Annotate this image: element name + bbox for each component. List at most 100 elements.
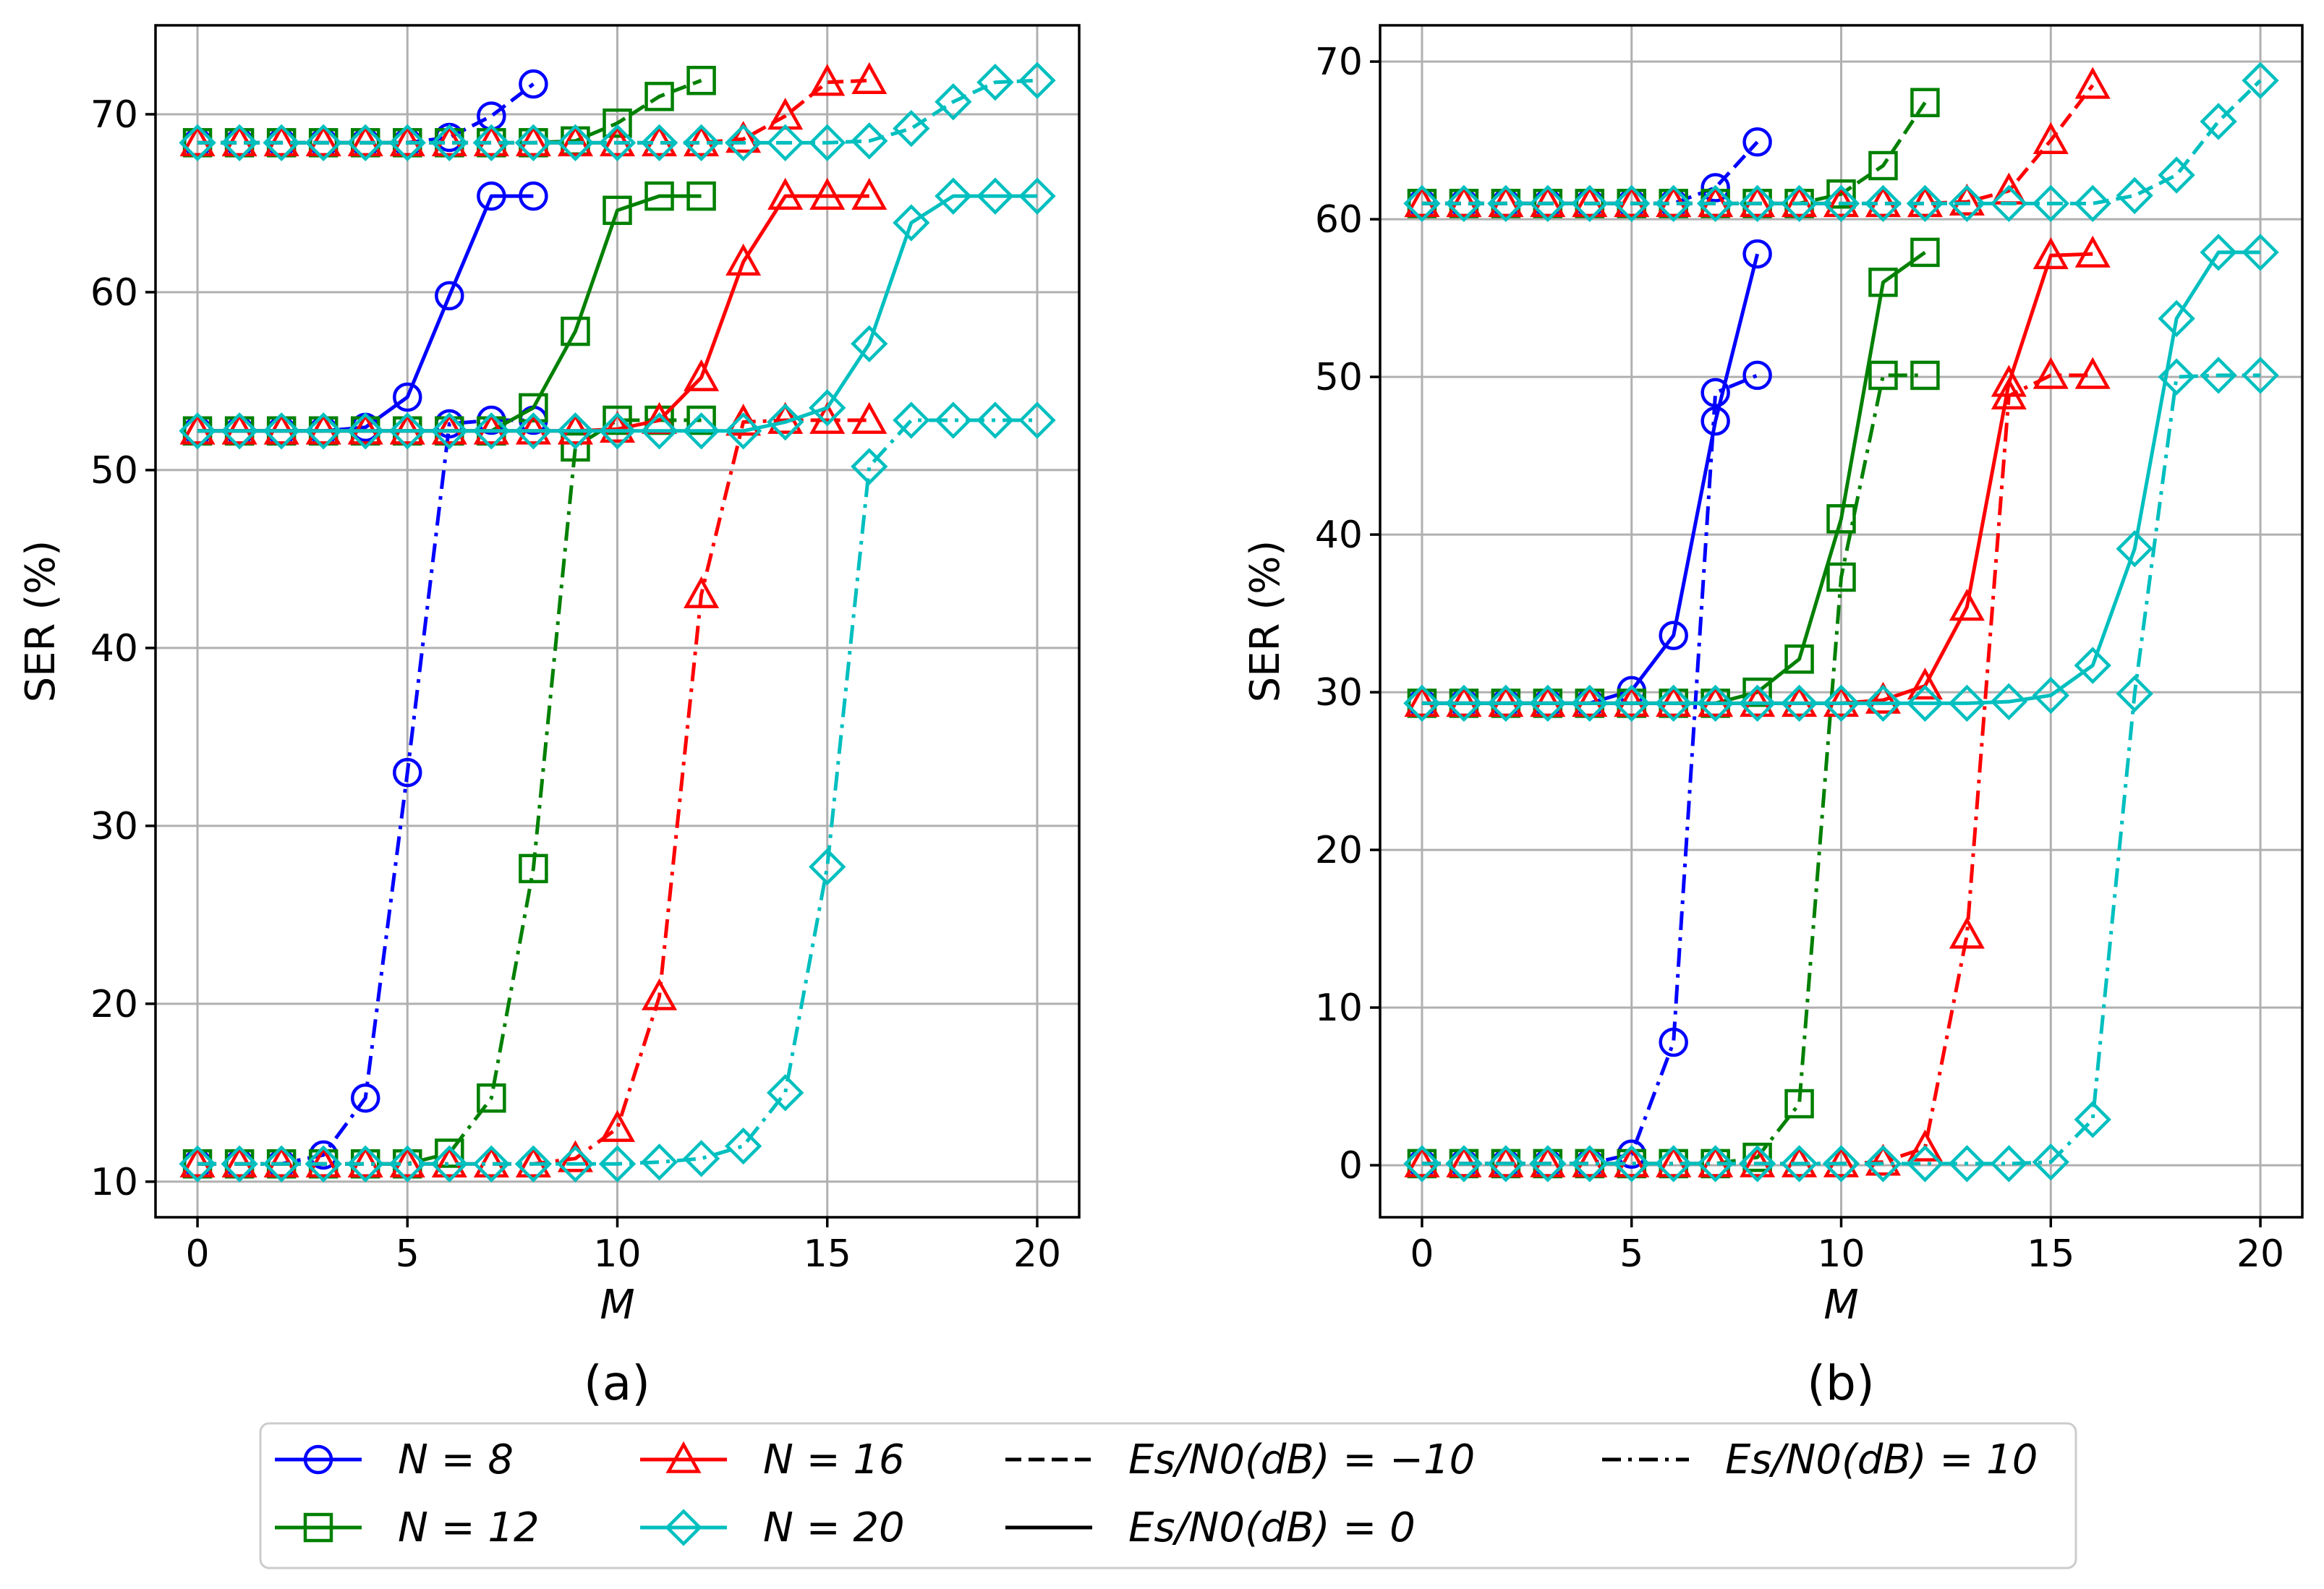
legend-item: N = 12 bbox=[275, 1504, 540, 1551]
series-line bbox=[1407, 88, 1940, 218]
data-point bbox=[2033, 357, 2069, 389]
data-point bbox=[682, 412, 720, 450]
data-point bbox=[1784, 644, 1814, 674]
data-point bbox=[1865, 1143, 1901, 1176]
data-point bbox=[1865, 681, 1901, 714]
y-tick-label: 30 bbox=[90, 805, 138, 848]
series-a bbox=[179, 61, 1056, 1183]
data-point bbox=[1742, 1142, 1772, 1172]
x-tick-label: 20 bbox=[2236, 1232, 2284, 1276]
data-point bbox=[1906, 684, 1944, 723]
data-point bbox=[2074, 235, 2111, 268]
series-line bbox=[1407, 360, 1772, 1179]
data-point bbox=[2074, 647, 2111, 684]
data-point bbox=[599, 411, 636, 443]
data-point bbox=[472, 1145, 511, 1183]
data-point bbox=[519, 393, 548, 423]
y-tick-label: 40 bbox=[90, 627, 138, 670]
data-point bbox=[809, 64, 846, 96]
x-tick-label: 0 bbox=[1410, 1232, 1434, 1276]
data-point bbox=[644, 181, 674, 211]
data-point bbox=[1659, 621, 1688, 650]
y-tick-label: 20 bbox=[1315, 829, 1363, 872]
data-point bbox=[179, 1145, 216, 1183]
data-point bbox=[686, 66, 716, 95]
legend-label: Es/N0(dB) = −10 bbox=[1128, 1436, 1475, 1483]
ticks-a: 0 5 10 15 20 10 20 30 40 50 60 70 bbox=[90, 93, 1061, 1276]
x-tick-label: 15 bbox=[2027, 1232, 2074, 1276]
data-point bbox=[350, 1083, 380, 1113]
data-point bbox=[976, 64, 1014, 101]
x-tick-label: 5 bbox=[396, 1232, 420, 1276]
data-point bbox=[725, 121, 762, 153]
data-point bbox=[472, 124, 511, 162]
x-tick-label: 10 bbox=[1817, 1232, 1865, 1276]
panel-label-a: (a) bbox=[584, 1355, 650, 1411]
data-point bbox=[2033, 237, 2069, 270]
data-point bbox=[2158, 358, 2195, 396]
data-point bbox=[1403, 184, 1441, 223]
data-point bbox=[2116, 176, 2153, 215]
data-point bbox=[1822, 184, 1860, 223]
data-point bbox=[2116, 675, 2153, 712]
data-point bbox=[1948, 684, 1986, 723]
data-point bbox=[1742, 677, 1772, 707]
data-point bbox=[599, 1109, 636, 1142]
data-point bbox=[1742, 127, 1772, 157]
data-point bbox=[435, 281, 464, 311]
y-axis-label-a: SER (%) bbox=[17, 540, 64, 703]
y-tick-label: 10 bbox=[90, 1161, 138, 1204]
data-point bbox=[2158, 299, 2195, 338]
y-tick-label: 50 bbox=[1315, 356, 1363, 399]
data-point bbox=[1948, 184, 1986, 223]
data-point bbox=[1910, 237, 1940, 268]
data-point bbox=[724, 1127, 762, 1165]
legend-label: N = 12 bbox=[398, 1504, 540, 1551]
data-point bbox=[519, 181, 548, 211]
ticks-b: 0 5 10 15 20 0 10 20 30 40 50 60 70 bbox=[1315, 41, 2284, 1276]
data-point bbox=[2074, 184, 2111, 223]
series-path bbox=[1421, 373, 1925, 1166]
x-tick-label: 15 bbox=[804, 1232, 851, 1276]
data-point bbox=[851, 401, 888, 434]
data-point bbox=[179, 412, 216, 450]
legend-marker bbox=[303, 1512, 333, 1543]
data-point bbox=[221, 1145, 258, 1183]
data-point bbox=[556, 412, 595, 450]
data-point bbox=[766, 403, 804, 441]
series-line bbox=[1403, 61, 2279, 223]
data-point bbox=[514, 1145, 553, 1183]
x-tick-label: 10 bbox=[593, 1232, 641, 1276]
series-path bbox=[197, 194, 702, 433]
legend-item: N = 20 bbox=[640, 1504, 905, 1551]
data-point bbox=[519, 853, 548, 884]
y-tick-label: 60 bbox=[90, 271, 138, 315]
series-line bbox=[1403, 357, 2279, 1183]
x-tick-label: 0 bbox=[185, 1232, 209, 1276]
data-point bbox=[1949, 916, 1985, 949]
data-point bbox=[1571, 684, 1609, 723]
data-point bbox=[1826, 504, 1856, 534]
data-point bbox=[2200, 103, 2237, 140]
data-point bbox=[1742, 360, 1772, 391]
series-path bbox=[1421, 252, 2093, 705]
data-point bbox=[1826, 562, 1856, 592]
data-point bbox=[640, 412, 678, 450]
data-point bbox=[2158, 156, 2195, 194]
data-point bbox=[603, 405, 632, 435]
data-point bbox=[809, 848, 846, 886]
data-point bbox=[1696, 1145, 1735, 1183]
data-point bbox=[263, 1145, 300, 1183]
panel-label-b: (b) bbox=[1807, 1355, 1874, 1411]
data-point bbox=[725, 243, 762, 276]
data-point bbox=[221, 124, 258, 162]
data-point bbox=[1864, 1145, 1902, 1183]
data-point bbox=[393, 382, 422, 412]
legend-item: N = 8 bbox=[275, 1436, 514, 1483]
data-point bbox=[435, 1138, 464, 1168]
data-point bbox=[603, 195, 632, 226]
data-point bbox=[684, 359, 720, 391]
y-tick-label: 10 bbox=[1315, 987, 1363, 1030]
series-path bbox=[197, 194, 534, 433]
series-line bbox=[1407, 237, 1940, 718]
